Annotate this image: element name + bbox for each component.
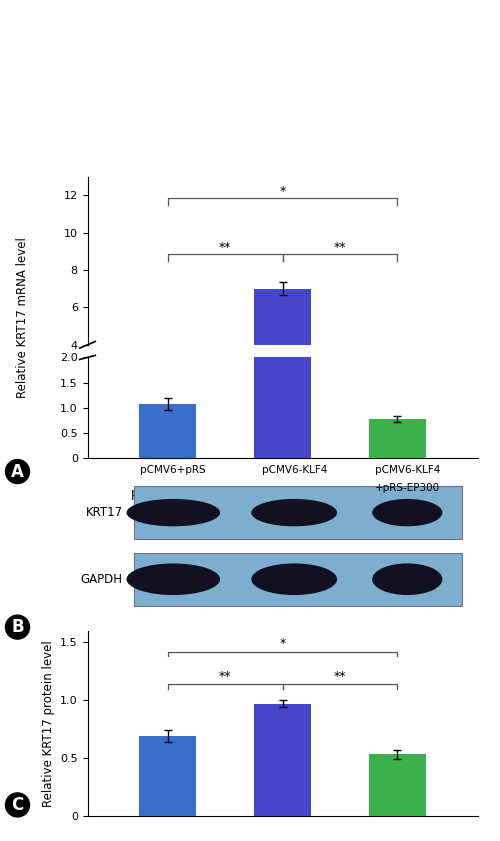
Ellipse shape [126, 563, 220, 595]
Text: pCMV6-KLF4: pCMV6-KLF4 [374, 465, 440, 475]
Text: pCMV6+pRS: pCMV6+pRS [130, 487, 205, 500]
Text: **: ** [219, 241, 232, 254]
Text: pCMV6-KLF4: pCMV6-KLF4 [360, 487, 434, 500]
Ellipse shape [252, 563, 337, 595]
Text: GAPDH: GAPDH [80, 573, 122, 585]
Bar [139, 405, 196, 458]
Bar [254, 105, 311, 458]
Text: A: A [11, 463, 24, 480]
Text: KRT17: KRT17 [86, 506, 122, 519]
Text: pCMV6+pRS: pCMV6+pRS [140, 465, 206, 475]
Text: B: B [11, 618, 24, 636]
Text: Relative KRT17 mRNA level: Relative KRT17 mRNA level [16, 237, 29, 398]
Text: **: ** [219, 669, 232, 683]
Bar [254, 704, 311, 816]
FancyBboxPatch shape [134, 553, 462, 606]
Text: C: C [12, 796, 24, 814]
Y-axis label: Relative KRT17 protein level: Relative KRT17 protein level [42, 640, 54, 807]
Bar [254, 288, 311, 420]
Text: *: * [280, 185, 285, 198]
Text: pCMV6-KLF4: pCMV6-KLF4 [246, 487, 320, 500]
Ellipse shape [252, 499, 337, 526]
Text: pCMV6-KLF4: pCMV6-KLF4 [262, 465, 327, 475]
Bar [368, 754, 426, 816]
Text: **: ** [334, 669, 346, 683]
Ellipse shape [126, 499, 220, 526]
Text: +pRS-EP300: +pRS-EP300 [374, 484, 440, 493]
Text: **: ** [334, 241, 346, 254]
Text: +pRS-EP300: +pRS-EP300 [360, 509, 434, 521]
FancyBboxPatch shape [134, 486, 462, 539]
Bar [368, 419, 426, 458]
Bar [139, 399, 196, 420]
Bar [368, 405, 426, 420]
Bar [139, 736, 196, 816]
Ellipse shape [372, 563, 442, 595]
Text: *: * [280, 637, 285, 650]
Ellipse shape [372, 499, 442, 526]
